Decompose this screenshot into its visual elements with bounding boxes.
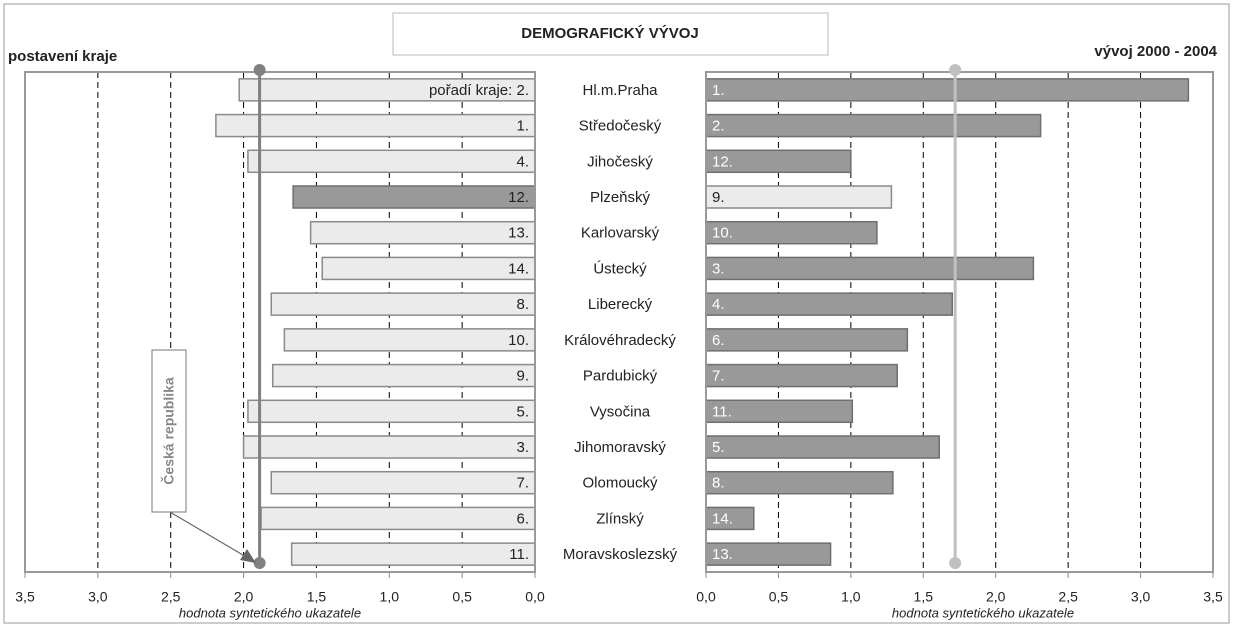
- rank-label: 5.: [712, 439, 725, 456]
- rank-label: 9.: [712, 189, 725, 206]
- bar: [705, 78, 1190, 102]
- category-label: Olomoucký: [582, 475, 658, 492]
- rank-label: 14.: [508, 260, 529, 277]
- left-panel-title: postavení kraje: [8, 48, 117, 65]
- x-tick-label: 2,5: [1058, 589, 1078, 605]
- rank-label: 6.: [516, 510, 529, 527]
- x-tick-label: 3,5: [1203, 589, 1223, 605]
- left-x-axis-label: hodnota syntetického ukazatele: [179, 605, 361, 620]
- category-label: Ústecký: [593, 260, 647, 277]
- category-label: Zlínský: [596, 510, 644, 527]
- right-panel-title: vývoj 2000 - 2004: [1094, 43, 1217, 60]
- reference-marker: [949, 557, 962, 569]
- plot-area: [25, 72, 535, 572]
- bar: [271, 363, 536, 388]
- plot-area: [706, 72, 1213, 572]
- x-tick-label: 1,0: [841, 589, 861, 605]
- bar: [290, 542, 536, 566]
- bar: [283, 328, 536, 352]
- x-tick-label: 1,5: [307, 589, 327, 605]
- rank-label: 2.: [712, 118, 725, 135]
- rank-label: 5.: [516, 403, 529, 420]
- bar: [705, 256, 1035, 281]
- right-x-axis-label: hodnota syntetického ukazatele: [892, 605, 1074, 620]
- chart-title: DEMOGRAFICKÝ VÝVOJ: [521, 24, 699, 42]
- bar: [270, 470, 536, 495]
- bar: [260, 506, 536, 531]
- rank-label: 12.: [712, 153, 733, 170]
- reference-marker: [253, 557, 266, 569]
- rank-label: 10.: [508, 332, 529, 349]
- x-tick-label: 3,0: [88, 589, 108, 605]
- rank-label: pořadí kraje: 2.: [429, 82, 529, 99]
- title-box: [392, 12, 829, 56]
- x-tick-label: 1,5: [914, 589, 934, 605]
- x-tick-label: 3,5: [15, 589, 35, 605]
- category-label: Jihočeský: [587, 153, 653, 170]
- x-tick-label: 0,0: [696, 589, 716, 605]
- category-label: Hl.m.Praha: [582, 82, 658, 99]
- rank-label: 11.: [509, 546, 529, 563]
- rank-label: 4.: [712, 296, 725, 313]
- bar: [705, 185, 893, 209]
- x-tick-label: 3,0: [1131, 589, 1151, 605]
- bar: [321, 256, 536, 281]
- category-label: Moravskoslezský: [563, 546, 678, 563]
- rank-label: 14.: [712, 510, 733, 527]
- bar: [215, 113, 536, 138]
- rank-label: 8.: [712, 475, 725, 492]
- rank-label: 3.: [516, 439, 529, 456]
- callout-arrowhead: [240, 549, 256, 563]
- bar: [705, 470, 894, 495]
- category-label: Královéhradecký: [564, 332, 676, 349]
- bar: [705, 435, 940, 459]
- rank-label: 1.: [516, 118, 529, 135]
- bar: [247, 399, 536, 424]
- bar: [247, 149, 536, 174]
- rank-label: 9.: [516, 368, 529, 385]
- category-label: Liberecký: [588, 296, 653, 313]
- bar: [705, 292, 954, 316]
- bar: [270, 292, 536, 316]
- rank-label: 1.: [712, 82, 725, 99]
- x-tick-label: 0,0: [525, 589, 545, 605]
- category-label: Karlovarský: [581, 225, 660, 242]
- rank-label: 13.: [508, 225, 529, 242]
- bar: [705, 363, 898, 388]
- rank-label: 4.: [516, 153, 529, 170]
- rank-label: 11.: [712, 403, 732, 420]
- callout-box: [151, 349, 187, 513]
- rank-label: 3.: [712, 260, 725, 277]
- bar: [705, 113, 1042, 138]
- bar: [705, 328, 909, 352]
- x-tick-label: 0,5: [452, 589, 472, 605]
- category-label: Plzeňský: [590, 189, 651, 206]
- x-tick-label: 1,0: [380, 589, 400, 605]
- reference-name: Česká republika: [160, 377, 177, 485]
- x-tick-label: 0,5: [769, 589, 789, 605]
- bar: [309, 220, 536, 245]
- category-label: Jihomoravský: [574, 439, 666, 456]
- bar: [292, 185, 536, 209]
- x-tick-label: 2,0: [234, 589, 254, 605]
- category-label: Pardubický: [583, 368, 658, 385]
- x-tick-label: 2,5: [161, 589, 181, 605]
- rank-label: 8.: [516, 296, 529, 313]
- rank-label: 13.: [712, 546, 733, 563]
- plot-frame: [24, 71, 536, 573]
- rank-label: 7.: [516, 475, 529, 492]
- rank-label: 10.: [712, 225, 733, 242]
- bar: [242, 435, 536, 459]
- reference-marker: [253, 64, 266, 76]
- category-label: Středočeský: [579, 118, 662, 135]
- rank-label: 6.: [712, 332, 725, 349]
- rank-label: 12.: [508, 189, 529, 206]
- rank-label: 7.: [712, 368, 725, 385]
- x-tick-label: 2,0: [986, 589, 1006, 605]
- reference-marker: [949, 64, 962, 76]
- category-label: Vysočina: [590, 403, 651, 420]
- callout-arrow: [169, 511, 249, 559]
